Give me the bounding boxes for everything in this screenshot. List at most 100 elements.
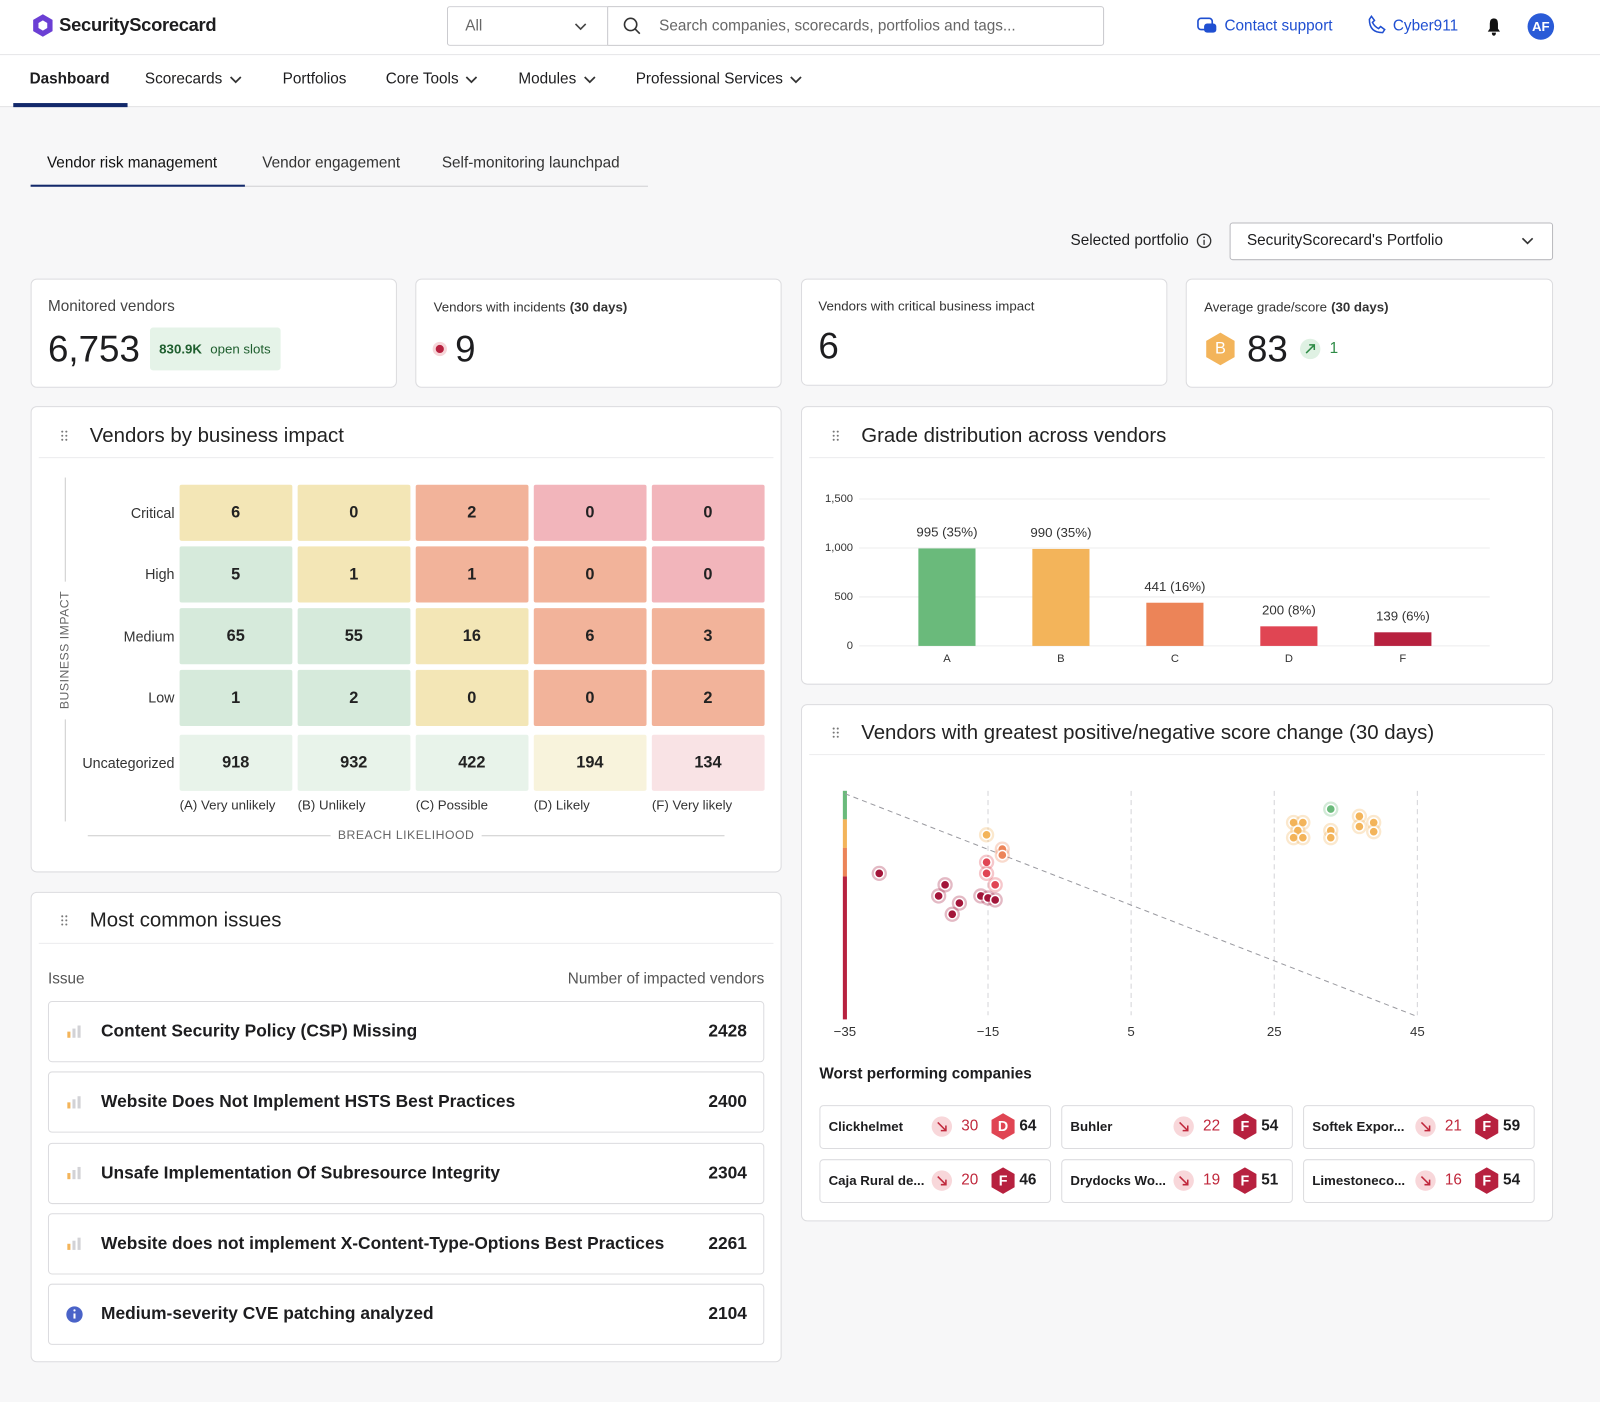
bar <box>918 548 976 646</box>
grade-letter: F <box>1482 1117 1492 1135</box>
bar-value-label: 200 (8%) <box>1262 603 1316 618</box>
chevron-icon <box>583 76 596 84</box>
point <box>1354 810 1365 822</box>
cell-value: 16 <box>463 627 481 645</box>
portfolio-value: SecurityScorecard's Portfolio <box>1246 231 1443 249</box>
cell-value: 422 <box>458 754 485 772</box>
tab[interactable]: Vendor engagement <box>262 154 401 172</box>
change-up-icon <box>1305 344 1316 354</box>
bar-value-label: 441 (16%) <box>1144 579 1205 594</box>
bar <box>1374 632 1432 646</box>
cell-value: 134 <box>694 754 721 772</box>
severity-icon <box>72 1028 76 1038</box>
column-label: (A) Very unlikely <box>179 797 276 813</box>
grade-badge <box>991 1167 1015 1194</box>
nav-item[interactable]: Professional Services <box>636 70 803 88</box>
grade-letter: B <box>1214 340 1226 358</box>
severity-icon <box>67 1031 71 1038</box>
x-tick-label: B <box>1057 653 1064 665</box>
y-tick-label: 1,500 <box>825 493 853 505</box>
bar <box>1260 626 1318 646</box>
company-score: 51 <box>1261 1171 1279 1189</box>
cell-value: 2 <box>349 689 358 707</box>
nav-active-underline <box>13 103 128 108</box>
point <box>1297 832 1309 844</box>
x-axis-title: BREACH LIKELIHOOD <box>338 828 475 842</box>
row-label: Critical <box>130 504 175 521</box>
avatar-initials[interactable]: AF <box>1531 18 1550 34</box>
nav-item[interactable]: Scorecards <box>145 70 242 88</box>
change-down-icon <box>1179 1121 1189 1132</box>
heatmap-cell <box>297 484 411 541</box>
drag-handle-dot <box>61 919 64 922</box>
heatmap-cell <box>415 669 529 727</box>
change-down-icon <box>937 1175 947 1186</box>
point <box>981 856 992 868</box>
slots-label: open slots <box>210 341 271 357</box>
cell-value: 1 <box>467 565 476 583</box>
card-divider <box>809 754 1545 756</box>
nav-item[interactable]: Modules <box>518 70 596 88</box>
nav-item[interactable]: Dashboard <box>29 70 110 88</box>
change-down-icon <box>1420 1175 1431 1186</box>
change-down-icon <box>937 1121 947 1132</box>
grade-letter: F <box>1482 1172 1492 1189</box>
portfolio-select[interactable] <box>1229 222 1554 261</box>
nav-item[interactable]: Core Tools <box>386 70 478 88</box>
heatmap-cell <box>179 669 293 727</box>
slots-value: 830.9K <box>159 341 202 357</box>
point <box>1325 832 1337 844</box>
tab[interactable]: Self-monitoring launchpad <box>441 154 620 172</box>
bar-value-label: 139 (6%) <box>1376 608 1430 623</box>
grade-letter: F <box>1240 1172 1250 1189</box>
drag-handle-dot <box>65 919 68 922</box>
heatmap-cell <box>533 608 647 665</box>
point <box>933 890 944 902</box>
drag-handle-dot <box>65 923 68 926</box>
nav-item[interactable]: Portfolios <box>282 70 347 88</box>
chevron-icon <box>466 76 478 84</box>
issue-row[interactable] <box>47 1283 765 1346</box>
drag-handle-dot <box>836 727 839 730</box>
drag-handle-dot <box>836 735 839 738</box>
drag-handle-dot <box>65 434 68 437</box>
issue-row[interactable] <box>47 1142 765 1204</box>
score-change: 20 <box>961 1171 979 1189</box>
search-input[interactable] <box>607 6 1105 46</box>
score-change: 22 <box>1203 1117 1221 1135</box>
bar-value-label: 995 (35%) <box>916 525 977 540</box>
cell-value: 0 <box>703 565 712 583</box>
contact-support-link[interactable]: Contact support <box>1224 17 1333 35</box>
score-change: 16 <box>1444 1171 1462 1189</box>
point <box>981 868 992 879</box>
tab[interactable]: Vendor risk management <box>46 154 218 172</box>
chart-title: Vendors by business impact <box>89 424 344 447</box>
cell-value: 0 <box>703 504 712 522</box>
drag-handle-dot <box>832 727 835 730</box>
search-icon <box>623 17 638 32</box>
cell-value: 3 <box>703 627 712 645</box>
heatmap-cell <box>179 608 293 665</box>
grade-badge <box>1206 332 1235 366</box>
cyber911-link[interactable]: Cyber911 <box>1392 17 1459 35</box>
cell-value: 55 <box>345 627 363 645</box>
company-score: 64 <box>1019 1117 1037 1135</box>
issue-row[interactable] <box>47 1071 765 1133</box>
point <box>1354 821 1365 832</box>
severity-icon <box>77 1166 81 1180</box>
heatmap-cell <box>651 546 765 603</box>
heatmap-cell <box>179 484 293 541</box>
issue-row[interactable] <box>47 1213 765 1275</box>
issue-name: Website Does Not Implement HSTS Best Pra… <box>101 1091 516 1112</box>
grade-badge <box>1233 1167 1257 1194</box>
heatmap-cell <box>297 734 411 791</box>
kpi-label: Vendors with incidents (30 days) <box>434 299 628 315</box>
severity-icon <box>72 1169 76 1180</box>
issue-name: Website does not implement X-Content-Typ… <box>101 1233 665 1253</box>
search-scope-select[interactable] <box>446 6 608 46</box>
drag-handle-dot <box>836 430 839 433</box>
issue-row[interactable] <box>47 1001 765 1063</box>
cell-value: 65 <box>227 627 245 645</box>
cell-value: 6 <box>231 504 240 522</box>
